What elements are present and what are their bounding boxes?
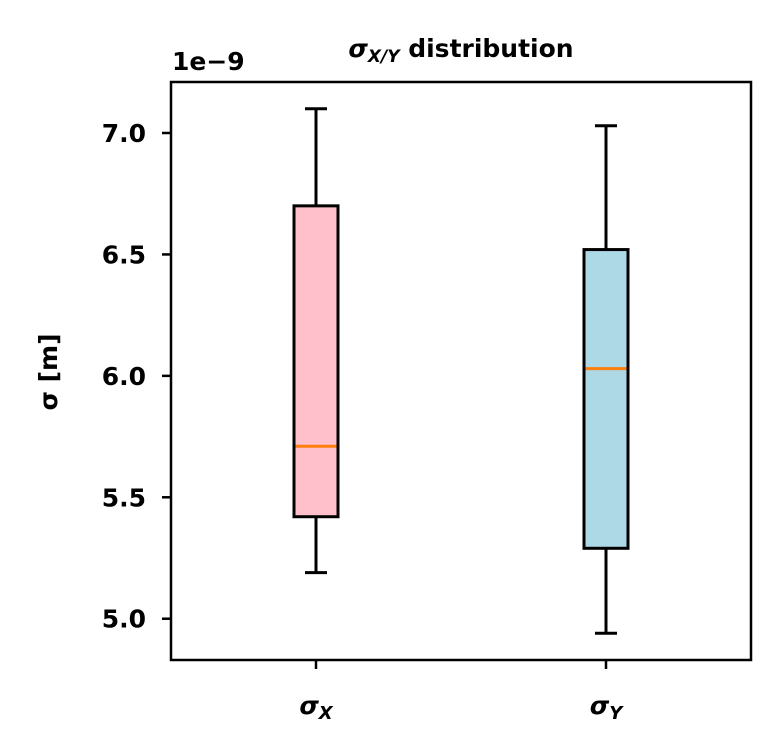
x-tick-label-subscript: X <box>318 703 334 724</box>
box-body <box>292 204 340 519</box>
chart-title: σX/Y distribution <box>348 34 573 67</box>
x-tick-label-symbol: σ <box>299 691 319 720</box>
plot-layer: 5.05.56.06.57.0σX σY <box>102 107 630 724</box>
x-tick-label: σY <box>590 691 624 724</box>
chart-title-text: distribution <box>400 34 574 63</box>
y-tick-label: 7.0 <box>102 119 146 148</box>
y-tick-label: 5.5 <box>102 483 146 512</box>
y-tick-label: 5.0 <box>102 605 146 634</box>
x-tick-label-subscript: Y <box>609 703 624 724</box>
y-tick-label: 6.5 <box>102 240 146 269</box>
plot-frame <box>169 80 753 662</box>
x-tick-label-symbol: σ <box>590 691 610 720</box>
y-tick-label: 6.0 <box>102 362 146 391</box>
chart-title-symbol: σ <box>348 34 368 63</box>
chart-title-subscript: X/Y <box>367 47 401 67</box>
box-body <box>582 248 630 550</box>
x-tick-label: σX <box>299 691 333 724</box>
y-axis-label: σ [m] <box>34 333 63 410</box>
y-offset-text: 1e−9 <box>172 47 245 76</box>
